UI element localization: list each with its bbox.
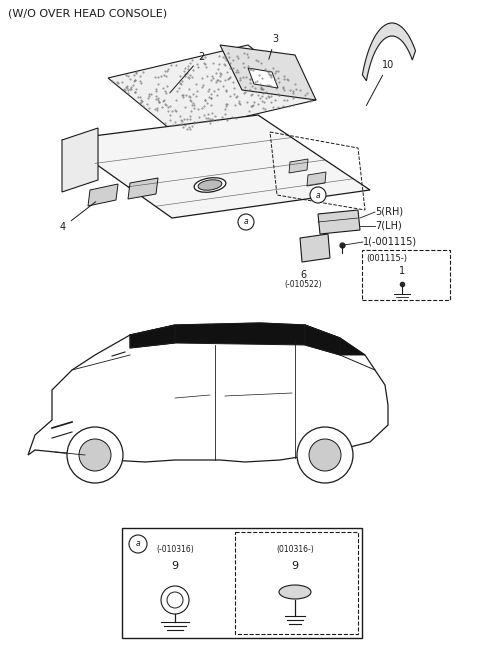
Polygon shape [248, 68, 278, 88]
Polygon shape [128, 178, 158, 199]
Circle shape [129, 535, 147, 553]
Text: (W/O OVER HEAD CONSOLE): (W/O OVER HEAD CONSOLE) [8, 8, 167, 18]
Text: (-010522): (-010522) [284, 280, 322, 289]
Polygon shape [362, 23, 416, 81]
FancyBboxPatch shape [362, 250, 450, 300]
Text: 9: 9 [171, 561, 179, 571]
Text: 10: 10 [366, 60, 394, 106]
Polygon shape [220, 45, 316, 100]
Circle shape [297, 427, 353, 483]
Text: a: a [136, 539, 140, 548]
Ellipse shape [279, 585, 311, 599]
Circle shape [167, 592, 183, 608]
Ellipse shape [194, 178, 226, 192]
Text: 4: 4 [60, 201, 96, 232]
Circle shape [67, 427, 123, 483]
Text: 6: 6 [300, 270, 306, 280]
Ellipse shape [198, 180, 222, 190]
Text: a: a [316, 190, 320, 199]
Text: a: a [244, 218, 248, 226]
Text: (010316-): (010316-) [276, 545, 314, 554]
Polygon shape [122, 528, 362, 638]
Text: 3: 3 [269, 34, 278, 59]
Polygon shape [318, 210, 360, 234]
Text: (001115-): (001115-) [366, 254, 407, 263]
Polygon shape [235, 532, 358, 634]
Circle shape [310, 187, 326, 203]
Circle shape [238, 214, 254, 230]
Polygon shape [88, 184, 118, 206]
Text: 1(-001115): 1(-001115) [363, 237, 417, 247]
Polygon shape [300, 234, 330, 262]
Circle shape [79, 439, 111, 471]
Polygon shape [289, 159, 308, 173]
Text: 2: 2 [170, 52, 204, 93]
Text: (-010316): (-010316) [156, 545, 194, 554]
Polygon shape [62, 128, 98, 192]
Text: 1: 1 [399, 266, 405, 276]
Polygon shape [108, 45, 316, 133]
Polygon shape [130, 323, 365, 355]
Circle shape [161, 586, 189, 614]
Polygon shape [62, 115, 370, 218]
Text: 7(LH): 7(LH) [375, 221, 402, 231]
Text: 9: 9 [291, 561, 299, 571]
Text: 5(RH): 5(RH) [375, 207, 403, 217]
Polygon shape [307, 172, 326, 186]
Circle shape [309, 439, 341, 471]
Polygon shape [28, 323, 388, 462]
